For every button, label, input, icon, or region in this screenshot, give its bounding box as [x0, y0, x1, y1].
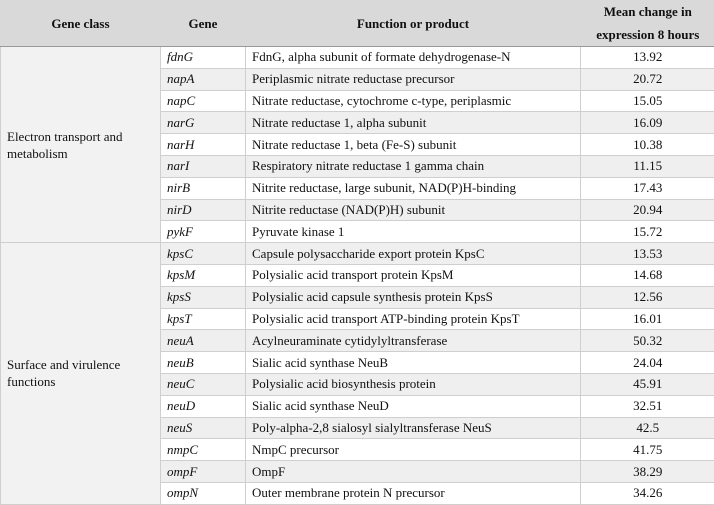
mean-change: 34.26: [581, 482, 714, 504]
gene: neuC: [161, 373, 246, 395]
header-cell: Function or product: [246, 0, 581, 47]
function: FdnG, alpha subunit of formate dehydroge…: [246, 47, 581, 69]
mean-change: 15.05: [581, 90, 714, 112]
gene: nmpC: [161, 439, 246, 461]
gene: nirB: [161, 177, 246, 199]
function: Nitrate reductase 1, alpha subunit: [246, 112, 581, 134]
function: Polysialic acid capsule synthesis protei…: [246, 286, 581, 308]
function: Sialic acid synthase NeuB: [246, 352, 581, 374]
function: Periplasmic nitrate reductase precursor: [246, 68, 581, 90]
gene-class: Surface and virulence functions: [1, 243, 161, 505]
function: Sialic acid synthase NeuD: [246, 395, 581, 417]
gene: narH: [161, 134, 246, 156]
header-cell: Gene: [161, 0, 246, 47]
mean-change: 11.15: [581, 155, 714, 177]
mean-change: 45.91: [581, 373, 714, 395]
function: Outer membrane protein N precursor: [246, 482, 581, 504]
gene: neuD: [161, 395, 246, 417]
function: Poly-alpha-2,8 sialosyl sialyltransferas…: [246, 417, 581, 439]
mean-change: 16.01: [581, 308, 714, 330]
gene: neuA: [161, 330, 246, 352]
mean-change: 12.56: [581, 286, 714, 308]
function: Capsule polysaccharide export protein Kp…: [246, 243, 581, 265]
function: Nitrite reductase, large subunit, NAD(P)…: [246, 177, 581, 199]
mean-change: 16.09: [581, 112, 714, 134]
header-cell: Mean change in expression 8 hours: [581, 0, 714, 47]
function: Nitrate reductase 1, beta (Fe-S) subunit: [246, 134, 581, 156]
gene: pykF: [161, 221, 246, 243]
mean-change: 20.72: [581, 68, 714, 90]
gene: nirD: [161, 199, 246, 221]
mean-change: 14.68: [581, 264, 714, 286]
gene: neuB: [161, 352, 246, 374]
function: Polysialic acid transport ATP-binding pr…: [246, 308, 581, 330]
function: Polysialic acid biosynthesis protein: [246, 373, 581, 395]
gene: narI: [161, 155, 246, 177]
gene: napC: [161, 90, 246, 112]
function: OmpF: [246, 461, 581, 483]
gene: ompF: [161, 461, 246, 483]
header-cell: Gene class: [1, 0, 161, 47]
mean-change: 42.5: [581, 417, 714, 439]
mean-change: 15.72: [581, 221, 714, 243]
function: Polysialic acid transport protein KpsM: [246, 264, 581, 286]
mean-change: 10.38: [581, 134, 714, 156]
mean-change: 20.94: [581, 199, 714, 221]
function: Nitrate reductase, cytochrome c-type, pe…: [246, 90, 581, 112]
function: Pyruvate kinase 1: [246, 221, 581, 243]
mean-change: 50.32: [581, 330, 714, 352]
mean-change: 24.04: [581, 352, 714, 374]
mean-change: 38.29: [581, 461, 714, 483]
gene: napA: [161, 68, 246, 90]
function: Nitrite reductase (NAD(P)H) subunit: [246, 199, 581, 221]
mean-change: 41.75: [581, 439, 714, 461]
gene: fdnG: [161, 47, 246, 69]
gene: kpsC: [161, 243, 246, 265]
function: NmpC precursor: [246, 439, 581, 461]
mean-change: 13.92: [581, 47, 714, 69]
gene: narG: [161, 112, 246, 134]
function: Acylneuraminate cytidylyltransferase: [246, 330, 581, 352]
gene-class: Electron transport and metabolism: [1, 47, 161, 243]
mean-change: 17.43: [581, 177, 714, 199]
gene: neuS: [161, 417, 246, 439]
gene: kpsT: [161, 308, 246, 330]
mean-change: 13.53: [581, 243, 714, 265]
function: Respiratory nitrate reductase 1 gamma ch…: [246, 155, 581, 177]
gene: ompN: [161, 482, 246, 504]
gene: kpsS: [161, 286, 246, 308]
gene: kpsM: [161, 264, 246, 286]
mean-change: 32.51: [581, 395, 714, 417]
